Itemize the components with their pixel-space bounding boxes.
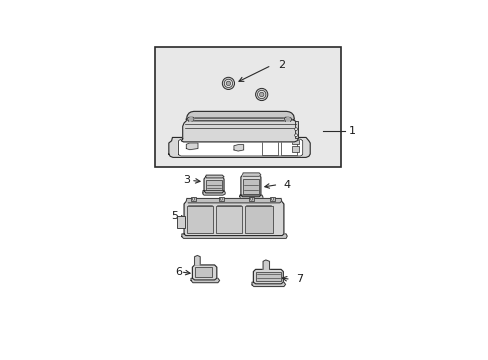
Polygon shape [242,173,260,176]
Circle shape [222,77,234,90]
Circle shape [286,117,289,121]
Bar [269,197,274,201]
Bar [291,140,298,144]
Polygon shape [203,191,224,195]
Polygon shape [186,143,198,150]
Polygon shape [239,195,263,199]
Bar [261,140,277,155]
Circle shape [220,198,222,200]
Circle shape [257,90,265,99]
Bar [186,206,213,233]
Bar [216,206,242,233]
Polygon shape [182,234,286,238]
Polygon shape [194,256,200,265]
Polygon shape [253,269,283,284]
Circle shape [189,117,192,121]
Polygon shape [251,282,285,287]
Bar [249,197,254,201]
Circle shape [226,81,230,86]
Bar [191,197,196,201]
Polygon shape [284,117,291,121]
Bar [218,197,224,201]
Circle shape [271,198,273,200]
Circle shape [294,134,297,136]
Bar [243,179,258,194]
Bar [291,146,298,152]
Polygon shape [241,175,260,197]
Polygon shape [233,145,243,151]
Text: 5: 5 [171,211,178,221]
Polygon shape [192,265,216,280]
Text: 1: 1 [348,126,355,135]
Text: 7: 7 [296,274,303,284]
Bar [195,267,211,277]
Polygon shape [191,278,219,283]
Polygon shape [181,118,298,142]
Polygon shape [186,111,294,121]
Circle shape [255,89,267,100]
Bar [294,121,298,138]
Polygon shape [203,177,224,193]
Bar [256,271,280,281]
Bar [155,48,340,167]
Text: 2: 2 [278,60,285,70]
Circle shape [259,92,264,97]
Text: 3: 3 [183,175,189,185]
Circle shape [294,128,297,131]
Polygon shape [178,139,302,156]
Polygon shape [263,260,269,269]
Circle shape [192,198,194,200]
Polygon shape [187,117,194,121]
Circle shape [250,198,252,200]
Polygon shape [186,198,281,203]
Polygon shape [183,201,284,235]
Text: 4: 4 [284,180,290,190]
Circle shape [224,79,232,87]
Text: 6: 6 [175,267,182,277]
Bar [244,206,272,233]
Bar [281,140,297,155]
Bar [177,216,184,228]
Polygon shape [205,175,224,178]
Polygon shape [168,138,309,157]
Bar [206,180,222,190]
